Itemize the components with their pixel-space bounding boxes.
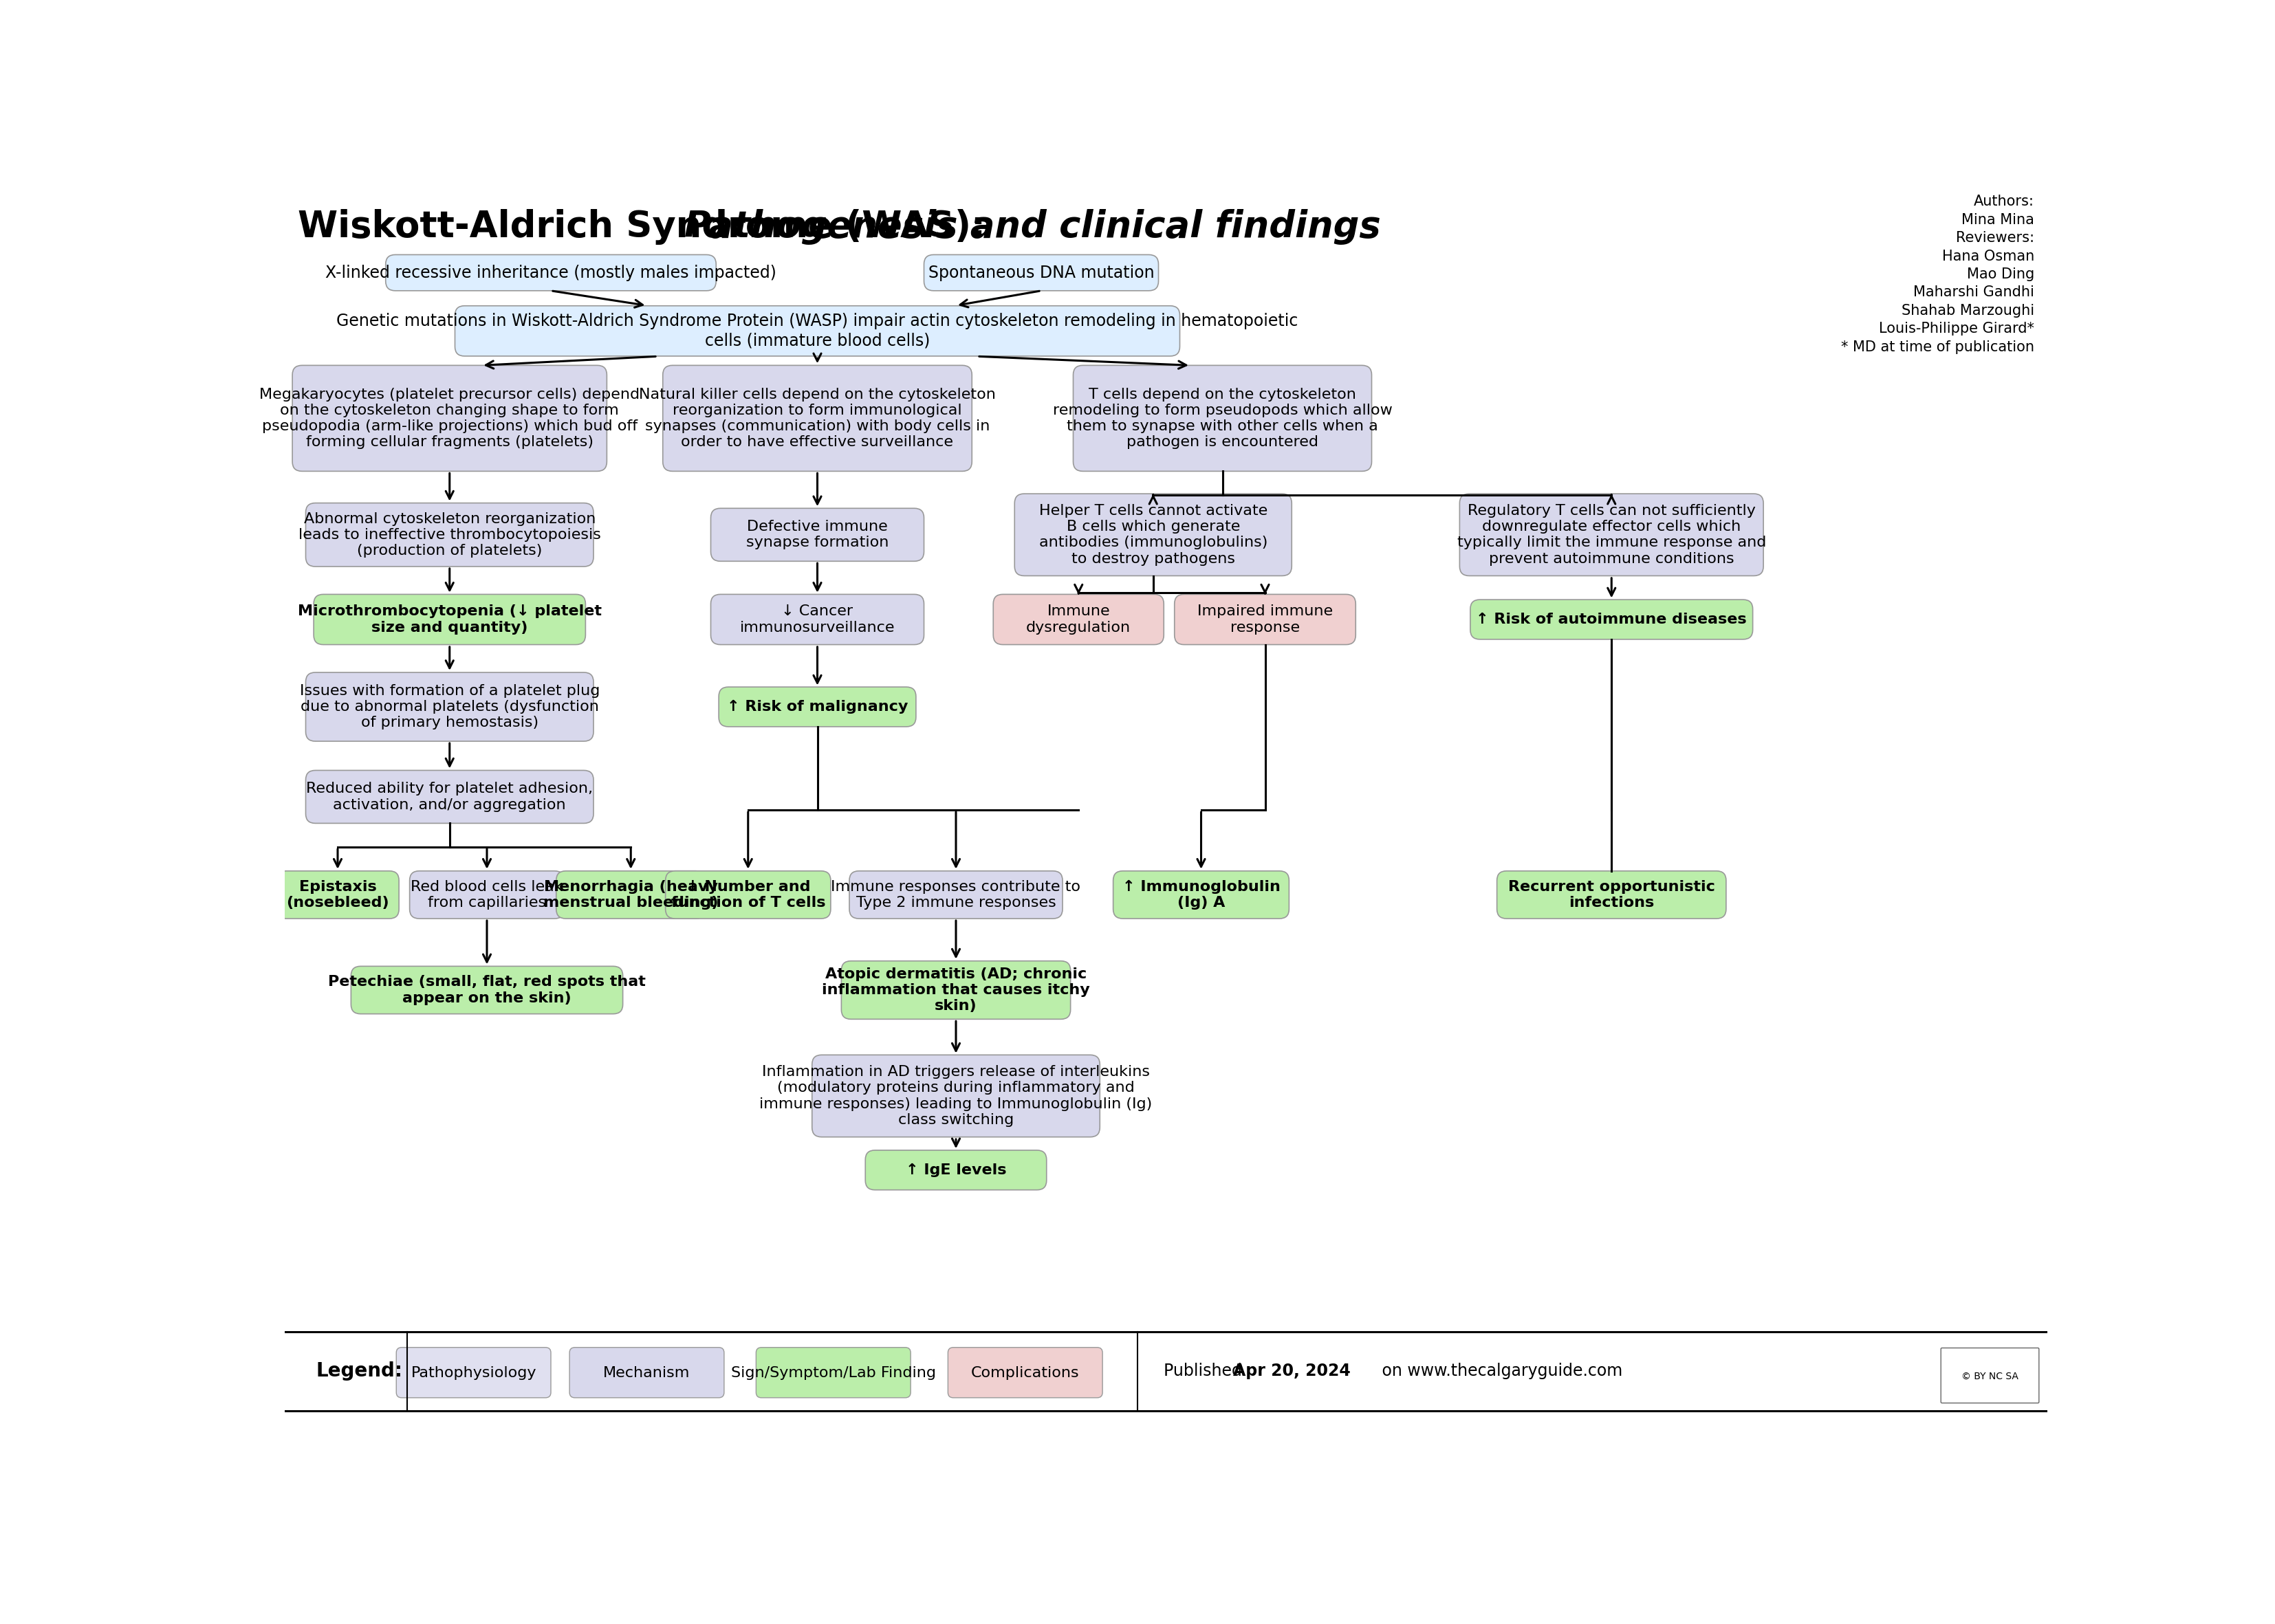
- FancyBboxPatch shape: [396, 1348, 551, 1398]
- FancyBboxPatch shape: [350, 966, 623, 1013]
- Text: Immune responses contribute to
Type 2 immune responses: Immune responses contribute to Type 2 im…: [830, 880, 1081, 909]
- FancyBboxPatch shape: [667, 870, 830, 919]
- FancyBboxPatch shape: [305, 672, 594, 741]
- FancyBboxPatch shape: [455, 305, 1181, 356]
- Text: Apr 20, 2024: Apr 20, 2024: [1233, 1363, 1351, 1379]
- Text: on www.thecalgaryguide.com: on www.thecalgaryguide.com: [1376, 1363, 1622, 1379]
- Text: Authors:
Mina Mina
Reviewers:
Hana Osman
Mao Ding
Maharshi Gandhi
Shahab Marzoug: Authors: Mina Mina Reviewers: Hana Osman…: [1840, 195, 2034, 354]
- Text: Reduced ability for platelet adhesion,
activation, and/or aggregation: Reduced ability for platelet adhesion, a…: [307, 783, 594, 812]
- Text: © BY NC SA: © BY NC SA: [1961, 1372, 2018, 1382]
- Text: Pathophysiology: Pathophysiology: [412, 1366, 537, 1380]
- FancyBboxPatch shape: [314, 594, 585, 645]
- Text: Regulatory T cells can not sufficiently
downregulate effector cells which
typica: Regulatory T cells can not sufficiently …: [1456, 503, 1765, 565]
- Text: Helper T cells cannot activate
B cells which generate
antibodies (immunoglobulin: Helper T cells cannot activate B cells w…: [1040, 503, 1267, 565]
- FancyBboxPatch shape: [1112, 870, 1290, 919]
- FancyBboxPatch shape: [949, 1348, 1103, 1398]
- FancyBboxPatch shape: [849, 870, 1062, 919]
- FancyBboxPatch shape: [555, 870, 705, 919]
- Text: Pathogenesis and clinical findings: Pathogenesis and clinical findings: [685, 209, 1381, 245]
- Text: Published: Published: [1165, 1363, 1247, 1379]
- Text: Inflammation in AD triggers release of interleukins
(modulatory proteins during : Inflammation in AD triggers release of i…: [760, 1065, 1153, 1127]
- FancyBboxPatch shape: [710, 594, 924, 645]
- FancyBboxPatch shape: [305, 503, 594, 567]
- FancyBboxPatch shape: [293, 365, 607, 471]
- Text: ↑ Risk of malignancy: ↑ Risk of malignancy: [726, 700, 908, 713]
- FancyBboxPatch shape: [755, 1348, 910, 1398]
- Text: Immune
dysregulation: Immune dysregulation: [1026, 604, 1131, 635]
- Text: Defective immune
synapse formation: Defective immune synapse formation: [746, 520, 890, 549]
- FancyBboxPatch shape: [924, 255, 1158, 291]
- Text: Spontaneous DNA mutation: Spontaneous DNA mutation: [928, 265, 1153, 281]
- FancyBboxPatch shape: [1941, 1348, 2038, 1403]
- Text: Abnormal cytoskeleton reorganization
leads to ineffective thrombocytopoiesis
(pr: Abnormal cytoskeleton reorganization lea…: [298, 512, 601, 557]
- Text: Complications: Complications: [971, 1366, 1078, 1380]
- FancyBboxPatch shape: [662, 365, 971, 471]
- Text: ↑ Immunoglobulin
(Ig) A: ↑ Immunoglobulin (Ig) A: [1122, 880, 1281, 909]
- Text: Issues with formation of a platelet plug
due to abnormal platelets (dysfunction
: Issues with formation of a platelet plug…: [300, 684, 601, 729]
- FancyBboxPatch shape: [1470, 599, 1752, 640]
- Text: X-linked recessive inheritance (mostly males impacted): X-linked recessive inheritance (mostly m…: [325, 265, 776, 281]
- FancyBboxPatch shape: [275, 870, 398, 919]
- FancyBboxPatch shape: [719, 687, 917, 726]
- Text: Microthrombocytopenia (↓ platelet
size and quantity): Microthrombocytopenia (↓ platelet size a…: [298, 604, 601, 635]
- FancyBboxPatch shape: [1497, 870, 1727, 919]
- FancyBboxPatch shape: [387, 255, 717, 291]
- Text: Menorrhagia (heavy
menstrual bleeding): Menorrhagia (heavy menstrual bleeding): [544, 880, 719, 909]
- Text: Mechanism: Mechanism: [603, 1366, 689, 1380]
- FancyBboxPatch shape: [409, 870, 564, 919]
- Text: ↓ Cancer
immunosurveillance: ↓ Cancer immunosurveillance: [739, 604, 894, 635]
- FancyBboxPatch shape: [1015, 494, 1292, 577]
- Text: ↓ Number and
function of T cells: ↓ Number and function of T cells: [671, 880, 826, 909]
- FancyBboxPatch shape: [1074, 365, 1372, 471]
- FancyBboxPatch shape: [842, 961, 1072, 1020]
- Text: ↑ Risk of autoimmune diseases: ↑ Risk of autoimmune diseases: [1476, 612, 1747, 627]
- FancyBboxPatch shape: [812, 1056, 1099, 1137]
- Text: Atopic dermatitis (AD; chronic
inflammation that causes itchy
skin): Atopic dermatitis (AD; chronic inflammat…: [821, 968, 1090, 1013]
- FancyBboxPatch shape: [1174, 594, 1356, 645]
- FancyBboxPatch shape: [1461, 494, 1763, 577]
- FancyBboxPatch shape: [710, 508, 924, 562]
- Text: Megakaryocytes (platelet precursor cells) depend
on the cytoskeleton changing sh: Megakaryocytes (platelet precursor cells…: [259, 388, 639, 450]
- Text: Petechiae (small, flat, red spots that
appear on the skin): Petechiae (small, flat, red spots that a…: [328, 974, 646, 1005]
- Text: Epistaxis
(nosebleed): Epistaxis (nosebleed): [287, 880, 389, 909]
- Text: Sign/Symptom/Lab Finding: Sign/Symptom/Lab Finding: [730, 1366, 935, 1380]
- Text: Red blood cells leak
from capillaries: Red blood cells leak from capillaries: [412, 880, 564, 909]
- FancyBboxPatch shape: [569, 1348, 723, 1398]
- FancyBboxPatch shape: [994, 594, 1165, 645]
- Text: Legend:: Legend:: [316, 1361, 403, 1380]
- FancyBboxPatch shape: [864, 1150, 1046, 1190]
- Text: ↑ IgE levels: ↑ IgE levels: [905, 1163, 1006, 1177]
- Text: Impaired immune
response: Impaired immune response: [1197, 604, 1333, 635]
- Text: Natural killer cells depend on the cytoskeleton
reorganization to form immunolog: Natural killer cells depend on the cytos…: [639, 388, 996, 450]
- FancyBboxPatch shape: [305, 770, 594, 823]
- Text: Wiskott-Aldrich Syndrome (WAS):: Wiskott-Aldrich Syndrome (WAS):: [298, 209, 999, 245]
- Text: Recurrent opportunistic
infections: Recurrent opportunistic infections: [1508, 880, 1715, 909]
- Text: Genetic mutations in Wiskott-Aldrich Syndrome Protein (WASP) impair actin cytosk: Genetic mutations in Wiskott-Aldrich Syn…: [337, 313, 1299, 349]
- Text: T cells depend on the cytoskeleton
remodeling to form pseudopods which allow
the: T cells depend on the cytoskeleton remod…: [1053, 388, 1392, 450]
